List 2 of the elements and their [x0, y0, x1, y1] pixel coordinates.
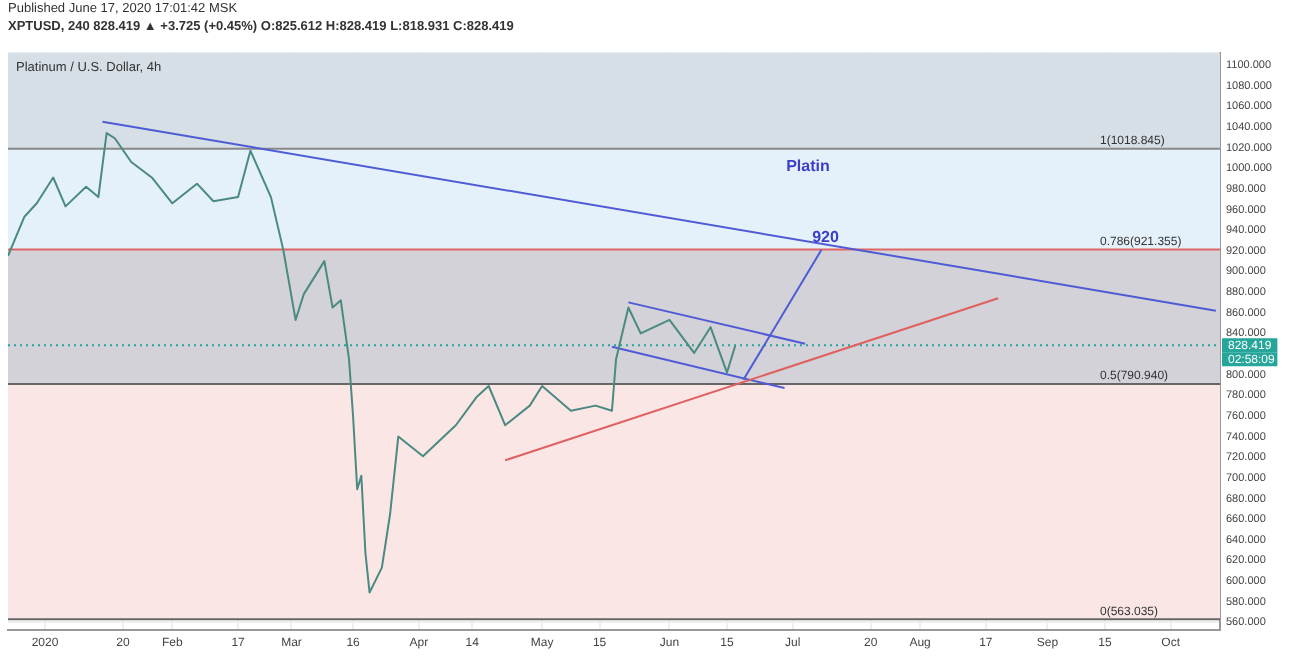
annotation: 920 — [812, 228, 840, 247]
annotation: Platin — [786, 156, 830, 175]
